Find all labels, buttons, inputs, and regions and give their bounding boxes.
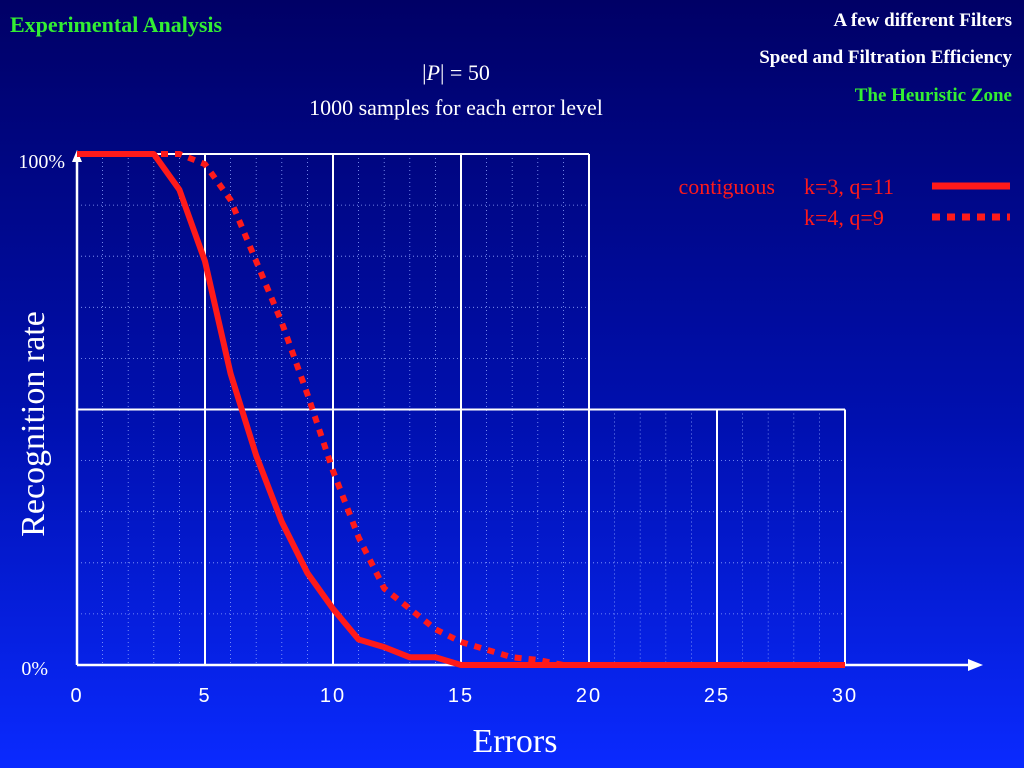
slide-title: Experimental Analysis (10, 12, 223, 37)
nav-item-speed[interactable]: Speed and Filtration Efficiency (759, 47, 1012, 68)
x-tick-label: 20 (576, 685, 602, 707)
pattern-size-label: |P| = 50 (0, 60, 912, 86)
pattern-size-prefix: | (422, 60, 427, 85)
x-tick-label: 0 (70, 685, 83, 707)
x-tick-label: 25 (704, 685, 730, 707)
x-axis-title: Errors (473, 723, 558, 760)
series-line (77, 151, 845, 668)
x-tick-label: 5 (198, 685, 211, 707)
x-tick-label: 15 (448, 685, 474, 707)
x-tick-labels: 0 5 10 15 20 25 30 (70, 685, 858, 707)
legend-group-label: contiguous (678, 174, 775, 199)
nav-item-heuristic-zone[interactable]: The Heuristic Zone (854, 85, 1012, 106)
pattern-size-symbol: P (426, 60, 441, 85)
x-tick-label: 10 (320, 685, 346, 707)
legend-label: k=4, q=9 (804, 205, 884, 230)
x-tick-label: 30 (832, 685, 858, 707)
series-layer (77, 151, 845, 668)
legend: k=3, q=11 k=4, q=9 (804, 174, 1010, 230)
legend-label: k=3, q=11 (804, 174, 894, 199)
y-tick-label-top: 100% (18, 151, 65, 173)
pattern-size-suffix: | = 50 (440, 60, 490, 85)
x-axis-arrow-icon (968, 659, 983, 671)
sample-count-label: 1000 samples for each error level (309, 95, 603, 120)
nav-item-filters[interactable]: A few different Filters (833, 10, 1012, 31)
series-line (77, 151, 845, 668)
y-axis-title: Recognition rate (15, 311, 52, 537)
y-tick-label-bottom: 0% (21, 658, 48, 680)
